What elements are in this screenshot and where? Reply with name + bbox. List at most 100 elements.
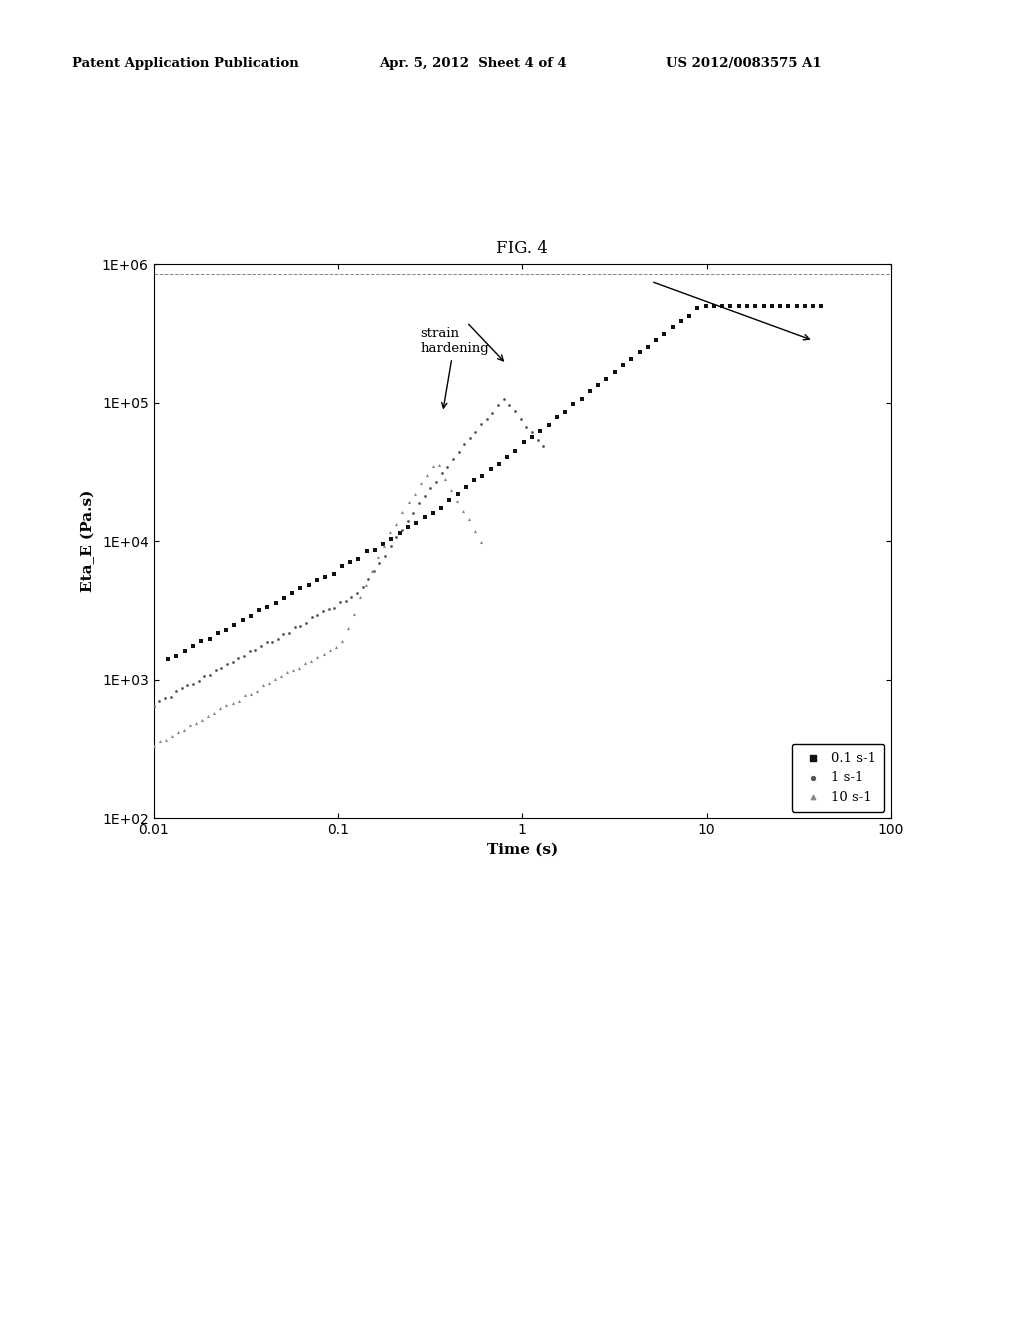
10 s-1	[212, 697, 228, 718]
0.1 s-1	[210, 623, 226, 644]
10 s-1	[164, 726, 180, 747]
1 s-1	[242, 640, 258, 661]
0.1 s-1	[706, 296, 722, 317]
1 s-1	[174, 677, 190, 698]
0.1 s-1	[350, 548, 367, 569]
0.1 s-1	[730, 296, 746, 317]
X-axis label: Time (s): Time (s)	[486, 842, 558, 857]
1 s-1	[314, 601, 331, 622]
10 s-1	[297, 652, 313, 673]
1 s-1	[518, 417, 535, 438]
10 s-1	[431, 454, 447, 475]
0.1 s-1	[623, 348, 639, 370]
10 s-1	[309, 647, 326, 668]
0.1 s-1	[797, 296, 813, 317]
0.1 s-1	[259, 595, 275, 616]
1 s-1	[264, 631, 281, 652]
Text: strain
hardening: strain hardening	[420, 327, 489, 408]
1 s-1	[433, 462, 450, 483]
0.1 s-1	[722, 296, 738, 317]
0.1 s-1	[334, 556, 350, 577]
0.1 s-1	[292, 577, 308, 598]
1 s-1	[484, 403, 501, 424]
0.1 s-1	[375, 533, 391, 554]
10 s-1	[328, 636, 344, 657]
1 s-1	[507, 400, 523, 421]
0.1 s-1	[772, 296, 788, 317]
1 s-1	[489, 395, 506, 416]
1 s-1	[157, 688, 173, 709]
0.1 s-1	[681, 305, 697, 326]
10 s-1	[322, 640, 338, 661]
0.1 s-1	[284, 583, 300, 605]
1 s-1	[269, 628, 286, 649]
10 s-1	[272, 665, 289, 686]
1 s-1	[287, 616, 303, 638]
0.1 s-1	[673, 310, 689, 331]
Text: Apr. 5, 2012  Sheet 4 of 4: Apr. 5, 2012 Sheet 4 of 4	[379, 57, 566, 70]
1 s-1	[179, 675, 196, 696]
10 s-1	[176, 719, 193, 741]
1 s-1	[303, 607, 319, 628]
10 s-1	[449, 491, 465, 512]
Y-axis label: Eta_E (Pa.s): Eta_E (Pa.s)	[81, 490, 95, 593]
1 s-1	[298, 612, 314, 634]
1 s-1	[406, 503, 422, 524]
1 s-1	[399, 511, 416, 532]
0.1 s-1	[317, 566, 334, 587]
0.1 s-1	[532, 420, 549, 441]
0.1 s-1	[697, 296, 714, 317]
1 s-1	[529, 429, 546, 450]
10 s-1	[237, 685, 253, 706]
1 s-1	[208, 660, 224, 681]
10 s-1	[394, 502, 411, 523]
1 s-1	[467, 421, 483, 442]
1 s-1	[236, 645, 252, 667]
1 s-1	[473, 414, 489, 436]
10 s-1	[145, 735, 162, 756]
1 s-1	[253, 636, 269, 657]
0.1 s-1	[326, 564, 342, 585]
0.1 s-1	[507, 441, 523, 462]
10 s-1	[370, 546, 386, 568]
10 s-1	[243, 684, 259, 705]
0.1 s-1	[590, 375, 606, 396]
0.1 s-1	[788, 296, 805, 317]
0.1 s-1	[425, 502, 441, 523]
0.1 s-1	[640, 337, 656, 358]
1 s-1	[332, 591, 348, 612]
0.1 s-1	[714, 296, 730, 317]
10 s-1	[340, 616, 356, 638]
0.1 s-1	[441, 490, 458, 511]
10 s-1	[224, 692, 241, 713]
1 s-1	[230, 648, 247, 669]
1 s-1	[202, 664, 218, 685]
10 s-1	[285, 660, 301, 681]
10 s-1	[400, 492, 417, 513]
1 s-1	[349, 582, 366, 603]
1 s-1	[163, 686, 179, 708]
1 s-1	[394, 519, 411, 540]
1 s-1	[258, 631, 274, 652]
1 s-1	[383, 536, 399, 557]
0.1 s-1	[234, 610, 251, 631]
1 s-1	[411, 492, 427, 513]
1 s-1	[523, 421, 540, 442]
0.1 s-1	[383, 529, 399, 550]
1 s-1	[197, 665, 213, 686]
1 s-1	[422, 478, 438, 499]
1 s-1	[366, 561, 382, 582]
1 s-1	[512, 408, 528, 429]
10 s-1	[442, 479, 459, 500]
0.1 s-1	[474, 465, 490, 486]
10 s-1	[467, 520, 483, 541]
0.1 s-1	[756, 296, 772, 317]
1 s-1	[354, 577, 371, 598]
10 s-1	[315, 643, 332, 664]
10 s-1	[455, 500, 471, 521]
Legend: 0.1 s-1, 1 s-1, 10 s-1: 0.1 s-1, 1 s-1, 10 s-1	[792, 743, 885, 812]
0.1 s-1	[764, 296, 780, 317]
Text: Patent Application Publication: Patent Application Publication	[72, 57, 298, 70]
0.1 s-1	[813, 296, 829, 317]
10 s-1	[437, 469, 454, 490]
